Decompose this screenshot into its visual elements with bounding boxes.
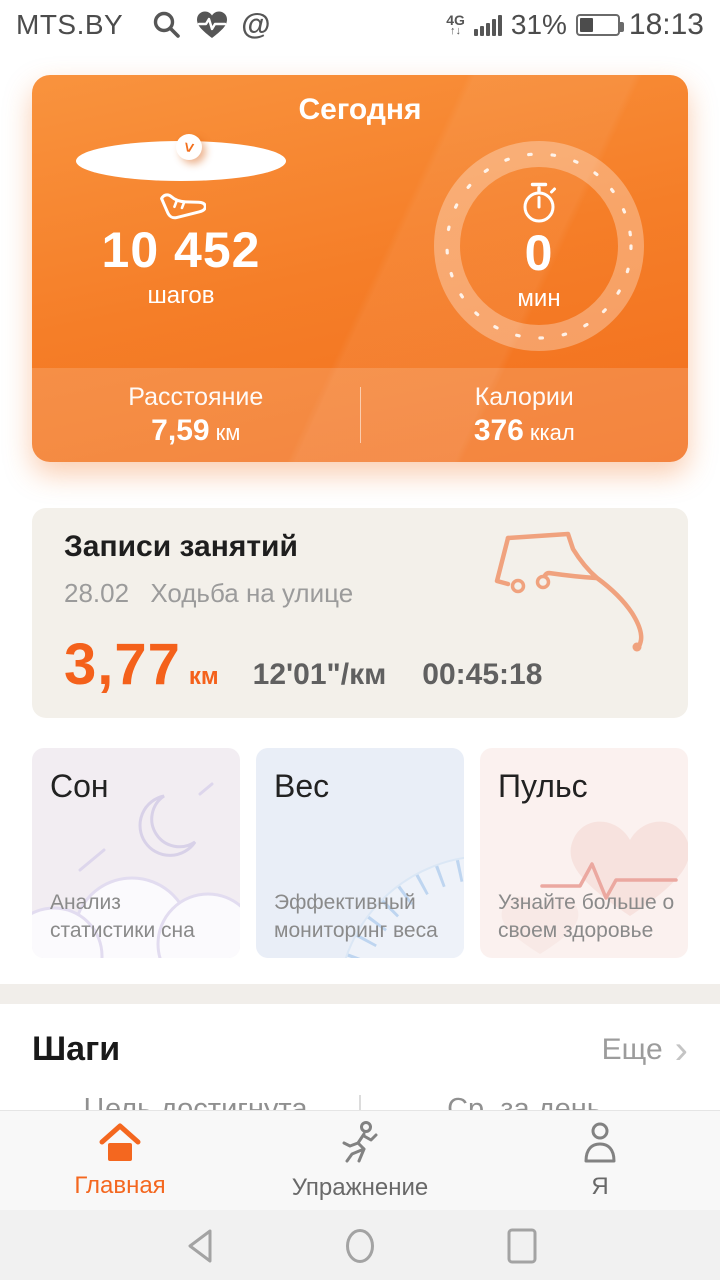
sleep-card[interactable]: Сон Анализ статистики сна xyxy=(32,748,240,958)
feature-cards-row: Сон Анализ статистики сна Вес Эффективны… xyxy=(32,748,688,958)
bottom-tab-bar: Главная Упражнение Я xyxy=(0,1110,720,1210)
footer-divider xyxy=(359,387,361,443)
person-icon xyxy=(584,1122,616,1162)
steps-value: 10 452 xyxy=(101,221,261,278)
steps-stats-divider xyxy=(359,1094,361,1125)
sleep-card-title: Сон xyxy=(50,768,109,804)
back-button[interactable] xyxy=(184,1227,218,1265)
tab-exercise-label: Упражнение xyxy=(291,1173,429,1201)
calories-label: Калории xyxy=(474,382,574,411)
home-button[interactable] xyxy=(344,1227,376,1265)
stopwatch-icon xyxy=(523,182,556,222)
battery-percent-label: 31% xyxy=(510,9,567,40)
steps-section: Шаги Еще › Цель достигнута Ср. за день xyxy=(0,1004,720,1126)
carrier-label: MTS.BY xyxy=(16,9,124,40)
signal-strength-icon xyxy=(473,14,502,36)
more-label: Еще xyxy=(601,1032,663,1066)
scale-dial-illustration xyxy=(344,856,464,958)
network-type-icon: 4G ↑↓ xyxy=(446,12,465,37)
weight-card-description: Эффективный мониторинг веса xyxy=(274,891,438,942)
at-sign-icon: @ xyxy=(241,8,271,41)
activity-date: 28.02 xyxy=(64,578,130,608)
today-card-title: Сегодня xyxy=(298,93,422,126)
route-mid-marker xyxy=(535,574,551,590)
steps-ring[interactable]: > 10 452 шагов xyxy=(76,134,286,351)
heart-ecg-illustration xyxy=(501,821,688,954)
route-end-marker xyxy=(632,642,642,652)
health-heart-icon xyxy=(197,11,228,38)
sleep-card-description: Анализ статистики сна xyxy=(50,891,195,942)
minutes-ring-dots xyxy=(445,152,633,340)
steps-section-title: Шаги xyxy=(32,1030,121,1068)
pulse-card[interactable]: Пульс Узнайте больше о своем здоровье xyxy=(480,748,688,958)
tab-me-label: Я xyxy=(591,1172,609,1200)
activity-type: Ходьба на улице xyxy=(150,578,354,608)
activity-distance-value: 3,77 xyxy=(64,632,181,697)
tab-me[interactable]: Я xyxy=(480,1111,720,1210)
distance-label: Расстояние xyxy=(128,382,264,411)
distance-unit: км xyxy=(215,419,241,445)
activity-distance-unit: км xyxy=(188,663,219,690)
distance-stat[interactable]: Расстояние 7,59 км xyxy=(32,383,360,448)
battery-icon xyxy=(575,14,624,36)
home-icon xyxy=(99,1123,141,1161)
steps-unit-label: шагов xyxy=(147,281,215,309)
section-gap xyxy=(0,984,720,1004)
weight-card-title: Вес xyxy=(274,768,330,804)
shoe-icon xyxy=(160,192,206,219)
pulse-card-description: Узнайте больше о своем здоровье xyxy=(498,891,675,942)
activity-card-title: Записи занятий xyxy=(64,530,298,563)
minutes-value: 0 xyxy=(524,224,554,281)
route-start-marker xyxy=(510,578,526,594)
steps-more-button[interactable]: Еще › xyxy=(601,1027,688,1072)
runner-icon xyxy=(342,1120,378,1162)
pulse-card-title: Пульс xyxy=(498,768,588,804)
chevron-right-icon: › xyxy=(674,1027,688,1072)
tab-exercise[interactable]: Упражнение xyxy=(240,1111,480,1210)
search-icon xyxy=(154,11,181,38)
calories-value: 376 xyxy=(473,413,524,447)
route-map-icon xyxy=(494,531,644,652)
today-summary-card[interactable]: Сегодня > 10 452 шагов xyxy=(32,75,688,462)
tab-home[interactable]: Главная xyxy=(0,1111,240,1210)
status-bar: MTS.BY @ 4G ↑↓ 31% 18:13 xyxy=(0,0,720,50)
android-nav-bar xyxy=(0,1210,720,1280)
calories-unit: ккал xyxy=(529,419,575,445)
steps-progress-marker: > xyxy=(176,134,202,160)
moon-cloud-illustration xyxy=(32,782,240,958)
minutes-unit-label: мин xyxy=(517,284,561,312)
calories-stat[interactable]: Калории 376 ккал xyxy=(361,383,689,448)
tab-home-label: Главная xyxy=(74,1171,166,1199)
today-card-footer: Расстояние 7,59 км Калории 376 ккал xyxy=(32,368,688,462)
active-minutes-ring[interactable]: 0 мин xyxy=(434,141,644,351)
activity-pace: 12'01"/км xyxy=(252,658,387,691)
distance-value: 7,59 xyxy=(151,413,210,447)
weight-card[interactable]: Вес Эффективный мониторинг веса xyxy=(256,748,464,958)
activity-duration: 00:45:18 xyxy=(422,658,543,691)
clock-label: 18:13 xyxy=(628,8,704,41)
recents-button[interactable] xyxy=(506,1227,538,1265)
activity-records-card[interactable]: Записи занятий 28.02 Ходьба на улице 3,7… xyxy=(32,508,688,718)
